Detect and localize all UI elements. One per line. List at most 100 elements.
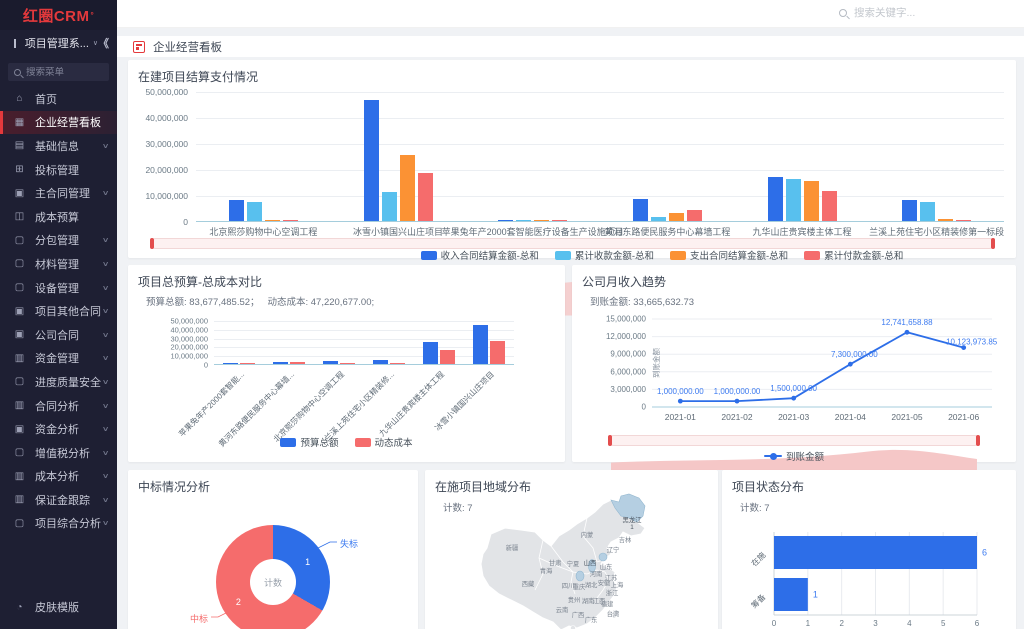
y-tick-label: 50,000,000 (170, 316, 208, 326)
sidebar-item-label: 首页 (35, 93, 57, 106)
bar (363, 100, 379, 221)
workspace-switcher[interactable]: 项目管理系... ∨ 《 (0, 32, 117, 54)
bar[interactable] (774, 578, 808, 611)
data-point[interactable] (904, 329, 910, 335)
chart-title: 项目总预算-总成本对比 (138, 275, 262, 289)
data-point[interactable] (961, 345, 967, 351)
sidebar-item-folder-7[interactable]: ▢ 材料管理 ∨ (0, 252, 117, 276)
bar (282, 220, 298, 221)
bid-icon: ⊞ (15, 164, 24, 176)
bar (668, 212, 684, 221)
x-tick-label: 2021-03 (778, 412, 809, 422)
sidebar-item-budget-5[interactable]: ◫ 成本预算 (0, 205, 117, 229)
income-line-chart[interactable]: 15,000,000 12,000,000 9,000,000 6,000,000 3,… (572, 311, 1016, 431)
legend-item[interactable]: 累计收款金额-总和 (554, 248, 654, 262)
global-search-input[interactable] (854, 7, 984, 19)
bar (473, 325, 488, 364)
sidebar-item-folder-18[interactable]: ▢ 项目综合分析 ∨ (0, 512, 117, 536)
legend-swatch (670, 250, 686, 260)
region-label: 青海 (540, 566, 553, 575)
datazoom-right-handle[interactable] (991, 238, 995, 249)
data-point-label: 1,500,000.00 (770, 384, 817, 393)
chart-title: 中标情况分析 (138, 480, 211, 494)
contract-icon: ▣ (14, 423, 25, 435)
menu-search[interactable] (8, 63, 109, 81)
datazoom-right-handle[interactable] (976, 435, 980, 446)
sidebar-item-doc-17[interactable]: ▥ 保证金跟踪 ∨ (0, 488, 117, 512)
data-point[interactable] (677, 398, 683, 404)
folder-icon: ▢ (14, 282, 25, 294)
bar[interactable] (774, 536, 977, 569)
bar (785, 178, 801, 221)
region-label: 甘肃 (549, 558, 562, 567)
sidebar-item-label: 合同分析 (35, 400, 79, 413)
contract-icon: ▣ (14, 305, 25, 317)
x-axis-labels: 苹果兔年产2000套智能... 黄河东路便民服务中心幕墙... 北京熙莎购物中心空调… (177, 369, 514, 449)
menu-search-input[interactable] (26, 66, 106, 78)
panel-region-distribution: 在施项目地域分布 计数: 7 黑龙江 1 吉林 辽宁 内蒙 新疆 甘肃 宁夏 山西 山东 青海 (425, 470, 718, 629)
sidebar-item-folder-15[interactable]: ▢ 增值税分析 ∨ (0, 441, 117, 465)
sidebar-item-contract-9[interactable]: ▣ 项目其他合同 ∨ (0, 299, 117, 323)
highlighted-regions[interactable] (575, 493, 646, 582)
global-search[interactable] (839, 7, 984, 19)
settlement-plot[interactable] (196, 92, 1004, 222)
datazoom-left-handle[interactable] (608, 435, 612, 446)
region-label: 西藏 (522, 579, 535, 588)
sidebar-item-bid-3[interactable]: ⊞ 投标管理 (0, 158, 117, 182)
data-point[interactable] (734, 398, 740, 404)
chevron-down-icon: ∨ (101, 449, 110, 457)
sidebar-item-contract-14[interactable]: ▣ 资金分析 ∨ (0, 417, 117, 441)
sidebar-item-contract-10[interactable]: ▣ 公司合同 ∨ (0, 323, 117, 347)
budget-plot[interactable] (214, 321, 514, 365)
x-tick-label: 6 (975, 619, 980, 628)
data-point[interactable] (847, 361, 853, 367)
chevron-down-icon: ∨ (101, 355, 110, 363)
y-tick-label: 10,000,000 (170, 351, 208, 361)
legend-item[interactable]: 动态成本 (354, 435, 413, 449)
chart-title: 在施项目地域分布 (435, 480, 532, 494)
sidebar-item-dashboard-1[interactable]: ▦ 企业经营看板 (0, 110, 117, 135)
legend-item[interactable]: 收入合同结算金额-总和 (420, 248, 539, 262)
sidebar-item-label: 分包管理 (35, 235, 79, 248)
sidebar-item-doc-11[interactable]: ▥ 资金管理 ∨ (0, 347, 117, 371)
chevron-down-icon: ∨ (101, 378, 110, 386)
legend-item[interactable]: 累计付款金额-总和 (804, 248, 903, 262)
legend-item[interactable]: 支出合同结算金额-总和 (670, 248, 788, 262)
data-point-label: 1,000,000.00 (657, 387, 704, 396)
sidebar-item-doc-16[interactable]: ▥ 成本分析 ∨ (0, 465, 117, 489)
bar (417, 172, 433, 221)
datazoom-slider[interactable] (608, 435, 980, 470)
doc-icon: ▥ (14, 400, 25, 412)
y-axis-name: 到账金额 (651, 348, 661, 378)
legend-item[interactable]: 预算总额 (280, 435, 339, 449)
legend-swatch (554, 250, 571, 260)
sidebar-item-skin-template[interactable]: ◔ 皮肤模版 (0, 595, 117, 619)
sidebar-item-folder-12[interactable]: ▢ 进度质量安全 ∨ (0, 370, 117, 394)
legend-item[interactable]: 到账金额 (763, 449, 824, 463)
bar (686, 209, 702, 221)
data-point[interactable] (791, 395, 797, 401)
sidebar-item-label: 公司合同 (35, 329, 79, 342)
sidebar-item-layers-2[interactable]: ▤ 基础信息 ∨ (0, 134, 117, 158)
datazoom-left-handle[interactable] (150, 238, 154, 249)
sidebar-item-contract-4[interactable]: ▣ 主合同管理 ∨ (0, 181, 117, 205)
gridline (196, 118, 1004, 119)
bar (516, 220, 532, 221)
sidebar-item-folder-6[interactable]: ▢ 分包管理 ∨ (0, 229, 117, 253)
panel-settlement-payment: 在建项目结算支付情况 50,000,000 40,000,000 30,000,00… (128, 60, 1016, 316)
collapse-sidebar-icon[interactable]: 《 (98, 38, 109, 50)
status-bar-chart[interactable]: 0 1 2 3 4 5 6 6 在施 1 筹备 (722, 470, 1016, 629)
region-label: 福建 (601, 599, 614, 608)
sidebar-item-doc-13[interactable]: ▥ 合同分析 ∨ (0, 394, 117, 418)
gridline (196, 196, 1004, 197)
bar (340, 363, 355, 364)
sidebar-item-folder-8[interactable]: ▢ 设备管理 ∨ (0, 276, 117, 300)
sidebar-item-home-0[interactable]: ⌂ 首页 (0, 87, 117, 111)
slice-callout-label: 失标 (340, 539, 359, 549)
region-label: 湖南 (582, 596, 595, 605)
legend-swatch (804, 250, 821, 260)
bar (373, 359, 388, 364)
region-label: 辽宁 (607, 545, 620, 554)
